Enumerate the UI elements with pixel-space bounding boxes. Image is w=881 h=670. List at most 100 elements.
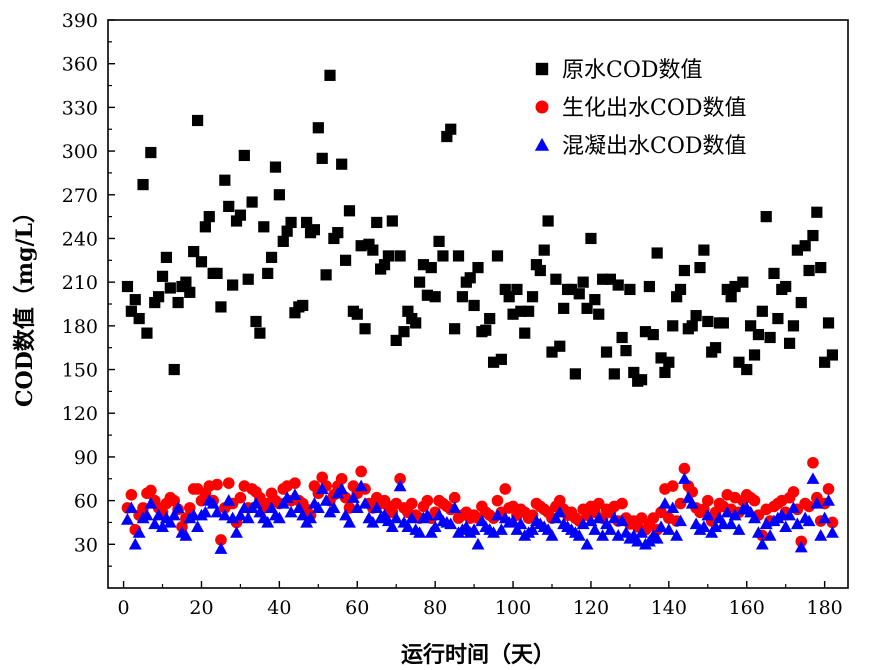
data-point-triangle <box>471 537 485 550</box>
data-point-square <box>733 356 745 368</box>
data-point-triangle <box>677 472 691 484</box>
data-point-circle <box>421 494 434 507</box>
data-point-square <box>491 250 504 262</box>
data-point-triangle <box>214 542 228 554</box>
y-tick-label: 390 <box>62 10 98 32</box>
data-point-triangle <box>198 505 212 518</box>
data-point-square <box>262 267 274 280</box>
data-point-square <box>351 308 363 320</box>
data-point-triangle <box>346 491 360 503</box>
data-point-square <box>328 232 340 245</box>
data-point-triangle <box>385 520 399 532</box>
data-point-square <box>523 305 535 317</box>
data-point-square <box>811 206 823 218</box>
data-point-square <box>612 279 624 291</box>
data-point-triangle <box>580 537 594 550</box>
data-point-square <box>452 250 465 262</box>
data-point-square <box>558 302 570 314</box>
data-point-triangle <box>806 472 820 484</box>
data-point-square <box>437 250 449 262</box>
data-point-triangle <box>603 523 617 535</box>
data-point-circle <box>215 534 227 546</box>
data-point-square <box>756 305 768 317</box>
data-point-triangle <box>549 511 563 524</box>
data-point-triangle <box>615 514 629 527</box>
data-point-triangle <box>810 497 824 509</box>
data-point-triangle <box>230 526 243 538</box>
x-tick-label: 80 <box>423 597 447 619</box>
data-point-triangle <box>751 526 765 538</box>
data-point-triangle <box>444 517 458 530</box>
data-point-circle <box>787 486 800 498</box>
y-tick-label: 180 <box>62 316 98 338</box>
data-point-square <box>168 363 180 376</box>
data-point-circle <box>394 472 406 485</box>
data-point-square <box>503 291 515 303</box>
legend-item: 原水COD数值 <box>535 58 703 83</box>
data-point-square <box>320 269 332 281</box>
data-point-triangle <box>163 516 177 528</box>
data-point-square <box>230 215 243 227</box>
y-tick-label: 90 <box>74 447 98 469</box>
data-point-triangle <box>140 508 154 521</box>
data-point-square <box>227 279 239 291</box>
data-point-triangle <box>787 501 800 514</box>
data-point-square <box>371 216 383 229</box>
data-point-square <box>694 261 706 274</box>
data-point-triangle <box>802 514 816 527</box>
data-point-triangle <box>167 508 181 521</box>
data-point-square <box>445 123 457 135</box>
data-point-square <box>269 161 282 173</box>
data-point-square <box>573 288 585 300</box>
data-point-square <box>795 296 807 309</box>
data-point-square <box>223 200 235 213</box>
data-point-square <box>386 215 398 227</box>
data-point-square <box>484 312 496 325</box>
x-tick-label: 60 <box>345 597 369 619</box>
data-point-triangle <box>370 501 384 514</box>
data-point-square <box>281 225 293 237</box>
data-point-triangle <box>674 514 687 527</box>
data-point-triangle <box>545 529 559 541</box>
data-point-triangle <box>572 529 586 541</box>
data-point-triangle <box>748 511 761 524</box>
data-point-square <box>301 216 313 229</box>
data-point-square <box>515 305 527 317</box>
data-point-triangle <box>218 508 232 521</box>
data-point-circle <box>748 494 761 507</box>
legend-label: 混凝出水COD数值 <box>562 134 747 159</box>
data-point-circle <box>678 462 691 475</box>
data-point-square <box>635 374 648 386</box>
data-point-triangle <box>825 526 839 538</box>
data-point-triangle <box>222 494 236 506</box>
data-point-triangle <box>728 508 742 521</box>
data-point-triangle <box>144 497 158 509</box>
legend-item: 混凝出水COD数值 <box>534 134 747 159</box>
y-tick-label: 360 <box>62 54 98 76</box>
data-point-square <box>191 114 204 127</box>
data-point-square <box>542 215 554 227</box>
data-point-triangle <box>494 523 508 535</box>
data-point-circle <box>234 491 247 504</box>
data-point-triangle <box>596 529 610 541</box>
data-point-square <box>702 315 714 328</box>
data-point-square <box>530 259 543 271</box>
data-point-square <box>799 240 811 252</box>
x-tick-label: 160 <box>729 597 765 619</box>
x-tick-label: 120 <box>573 597 609 619</box>
data-point-square <box>507 308 519 320</box>
data-point-triangle <box>607 511 621 524</box>
data-point-square <box>242 273 254 285</box>
data-point-square <box>480 324 492 336</box>
data-point-square <box>589 294 601 306</box>
data-point-square <box>472 261 484 274</box>
data-point-square <box>149 296 161 309</box>
data-point-triangle <box>822 494 835 506</box>
legend-item: 生化出水COD数值 <box>535 96 747 121</box>
data-point-square <box>238 149 250 162</box>
data-point-triangle <box>732 523 746 535</box>
data-point-square <box>593 308 605 320</box>
data-point-triangle <box>148 517 162 530</box>
data-point-square <box>359 323 371 335</box>
data-point-square <box>332 227 344 239</box>
